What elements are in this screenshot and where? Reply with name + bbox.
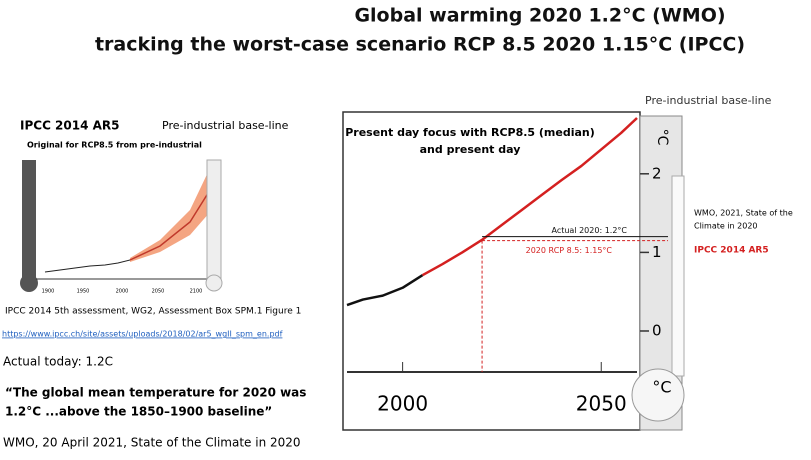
baseline-label: Pre-industrial base-line (162, 119, 289, 132)
mini-x-label: 2000 (116, 289, 129, 295)
chart-frame (342, 111, 641, 431)
baseline-label: Pre-industrial base-line (645, 94, 772, 107)
unit-label: °C (652, 378, 671, 397)
mini-thermometer (206, 159, 222, 281)
source-link[interactable]: https://www.ipcc.ch/site/assets/uploads/… (2, 330, 283, 339)
mini-median (129, 189, 211, 261)
mini-x-label: 1900 (42, 289, 55, 295)
annotation-label: Actual 2020: 1.2°C (551, 226, 627, 235)
mini-chart (20, 159, 223, 292)
citation: WMO, 20 April 2021, State of the Climate… (3, 436, 301, 450)
mini-bulb (205, 274, 223, 292)
mini-labels: 1900 1950 2000 2050 2100 (42, 289, 203, 295)
mini-fan (130, 168, 210, 262)
mini-axis (22, 160, 36, 280)
wmo-label: Climate in 2020 (694, 222, 758, 231)
y-tick-label: 0 (652, 321, 662, 339)
mini-x-label: 2050 (152, 289, 165, 295)
y-tick-label: 1 (652, 243, 662, 261)
thermometer-column (671, 175, 685, 377)
unit-label: °C (654, 129, 670, 146)
chart-title: and present day (420, 143, 521, 156)
x-tick-label: 2050 (576, 392, 627, 416)
title-line: tracking the worst-case scenario RCP 8.5… (95, 34, 745, 56)
mini-bulb (20, 274, 38, 292)
ipcc-label: IPCC 2014 AR5 (694, 246, 769, 256)
line-series (421, 117, 638, 277)
plot: 2000 2050 0 1 2 Actual 2020: 1.2°C 2020 RCP 8.… (346, 117, 668, 416)
title-line: Global warming 2020 1.2°C (WMO) (354, 5, 725, 27)
source: IPCC 2014 5th assessment, WG2, Assessmen… (5, 307, 301, 317)
mini-observed (44, 259, 131, 273)
y-tick-label: 2 (652, 164, 662, 182)
quote-line: “The global mean temperature for 2020 wa… (5, 386, 306, 400)
annotation-label: 2020 RCP 8.5: 1.15°C (526, 246, 613, 255)
actual-today: Actual today: 1.2C (3, 355, 113, 369)
chart-title: Present day focus with RCP8.5 (median) (345, 126, 595, 139)
quote-line: 1.2°C ...above the 1850–1900 baseline” (5, 405, 272, 419)
panel-title: IPCC 2014 AR5 (20, 119, 120, 133)
line-series (346, 274, 424, 307)
panel-subtitle: Original for RCP8.5 from pre-industrial (27, 141, 202, 150)
x-tick-label: 2000 (377, 392, 428, 416)
mini-x-label: 2100 (190, 289, 203, 295)
mini-x-label: 1950 (77, 289, 90, 295)
wmo-label: WMO, 2021, State of the (694, 209, 793, 218)
thermometer-bulb (631, 368, 685, 422)
